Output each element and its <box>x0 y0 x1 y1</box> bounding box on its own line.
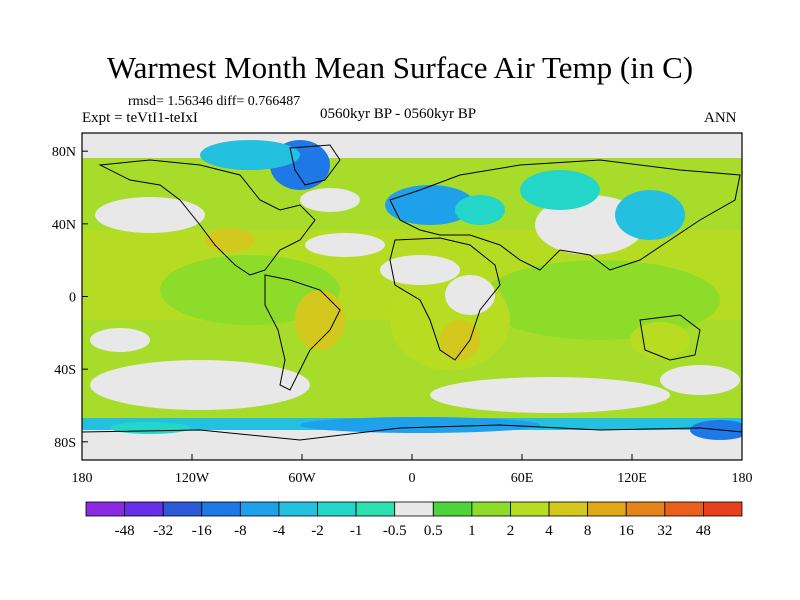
colorbar-swatch <box>548 501 589 517</box>
colorbar-label: 16 <box>619 523 635 539</box>
season-label: ANN <box>704 110 737 126</box>
lat-tick-label: 80S <box>54 436 76 451</box>
lon-tick-label: 120E <box>617 471 647 486</box>
lat-tick-label: 0 <box>69 291 76 306</box>
lon-tick-label: 180 <box>732 471 753 486</box>
colorbar-swatch <box>625 501 666 517</box>
colorbar-swatch <box>239 501 280 517</box>
colorbar-label: 1 <box>468 523 476 539</box>
colorbar-label: 32 <box>657 523 672 539</box>
colorbar-label: -48 <box>115 523 135 539</box>
colorbar-swatch <box>85 501 125 517</box>
colorbar-label: -4 <box>273 523 286 539</box>
colorbar-swatch <box>510 501 550 517</box>
colorbar-label: -8 <box>234 523 247 539</box>
lon-tick-label: 120W <box>175 471 210 486</box>
colorbar: -48 -32 -16 -8 -4 -2 -1 -0.5 0.5 1 2 4 8 16 32 48 <box>85 501 743 539</box>
lat-tick-label: 40S <box>54 363 76 378</box>
colorbar-swatch <box>587 501 627 517</box>
lon-tick-label: 180 <box>72 471 93 486</box>
lon-tick-label: 0 <box>409 471 416 486</box>
colorbar-label: -32 <box>153 523 173 539</box>
colorbar-swatch <box>664 501 704 517</box>
colorbar-swatch <box>278 501 318 517</box>
colorbar-label: 0.5 <box>424 523 443 539</box>
colorbar-swatch <box>471 501 511 517</box>
colorbar-label: 8 <box>584 523 592 539</box>
colorbar-label: 2 <box>507 523 515 539</box>
colorbar-swatch <box>317 501 357 517</box>
chart-title: Warmest Month Mean Surface Air Temp (in … <box>106 50 694 85</box>
colorbar-label: 48 <box>696 523 711 539</box>
lon-tick-label: 60W <box>288 471 316 486</box>
stats-label: rmsd= 1.56346 diff= 0.766487 <box>128 94 301 109</box>
latitude-axis: 80N 40N 0 40S 80S <box>52 145 88 451</box>
colorbar-swatch <box>432 501 473 517</box>
lat-tick-label: 80N <box>52 145 76 160</box>
temperature-field <box>82 133 742 460</box>
colorbar-label: -1 <box>350 523 363 539</box>
colorbar-label: -2 <box>311 523 324 539</box>
colorbar-label: 4 <box>545 523 553 539</box>
experiment-label: Expt = teVtI1-teIxI <box>82 110 198 126</box>
colorbar-swatch <box>355 501 396 517</box>
lat-tick-label: 40N <box>52 218 76 233</box>
colorbar-label: -16 <box>192 523 212 539</box>
colorbar-swatch <box>162 501 203 517</box>
colorbar-swatch <box>394 501 434 517</box>
period-label: 0560kyr BP - 0560kyr BP <box>320 106 477 122</box>
colorbar-swatch <box>124 501 164 517</box>
colorbar-label: -0.5 <box>383 523 407 539</box>
colorbar-swatch <box>703 501 743 517</box>
lon-tick-label: 60E <box>511 471 534 486</box>
longitude-axis: 180 120W 60W 0 60E 120E 180 <box>72 454 753 486</box>
colorbar-swatch <box>201 501 241 517</box>
coastlines <box>82 144 742 441</box>
